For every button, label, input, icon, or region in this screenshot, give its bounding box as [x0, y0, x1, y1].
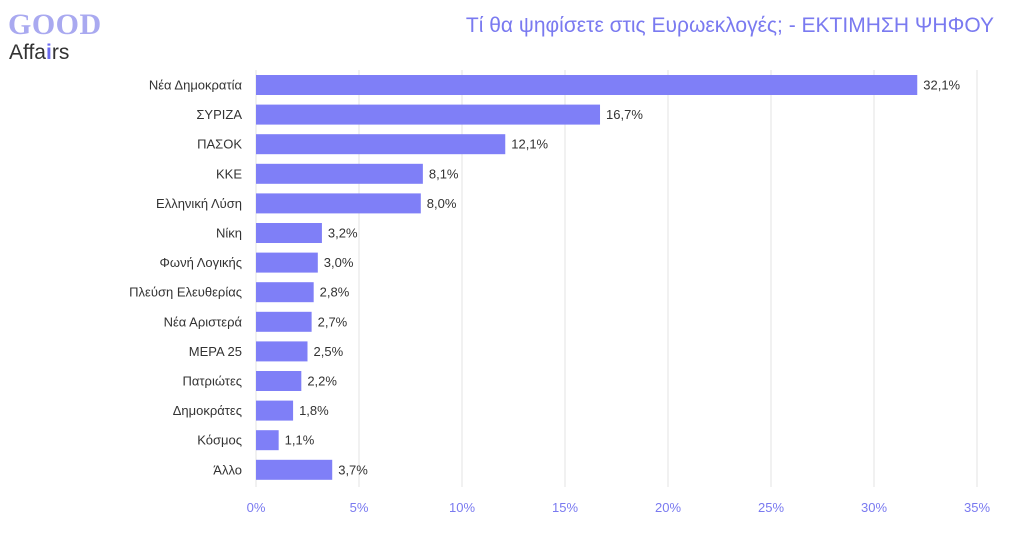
category-label-5: Νίκη [216, 226, 242, 241]
x-tick-label-1: 5% [350, 500, 369, 515]
x-tick-label-6: 30% [861, 500, 887, 515]
logo-affairs-part-a: Affa [9, 41, 46, 64]
value-label-9: 2,5% [314, 344, 344, 359]
bar-4 [256, 193, 421, 214]
bar-6 [256, 252, 318, 273]
value-labels: 32,1% 16,7% 12,1% 8,1% 8,0% 3,2% 3,0% 2,8% 2,7% 2… [285, 78, 961, 478]
bar-12 [256, 430, 279, 451]
category-label-8: Νέα Αριστερά [164, 314, 243, 329]
value-label-5: 3,2% [328, 226, 358, 241]
value-label-1: 16,7% [606, 107, 643, 122]
category-label-7: Πλεύση Ελευθερίας [129, 285, 242, 300]
value-label-8: 2,7% [318, 314, 348, 329]
category-label-9: ΜΕΡΑ 25 [189, 344, 242, 359]
bar-9 [256, 341, 308, 362]
bar-2 [256, 134, 506, 155]
value-label-4: 8,0% [427, 196, 457, 211]
bars [256, 75, 918, 480]
x-tick-label-4: 20% [655, 500, 681, 515]
x-tick-label-2: 10% [449, 500, 475, 515]
bar-5 [256, 223, 322, 243]
bar-7 [256, 282, 314, 303]
logo-affairs-part-i: i [45, 41, 52, 64]
logo-affairs-text: Affairs [9, 42, 102, 64]
value-label-7: 2,8% [320, 285, 350, 300]
logo-good-text: GOOD [8, 8, 102, 41]
category-label-12: Κόσμος [197, 433, 242, 448]
x-tick-label-7: 35% [964, 500, 990, 515]
category-labels: Νέα Δημοκρατία ΣΥΡΙΖΑ ΠΑΣΟΚ ΚΚΕ Ελληνική Λύσ… [129, 78, 242, 478]
value-label-3: 8,1% [429, 166, 459, 181]
x-tick-label-0: 0% [247, 500, 266, 515]
bar-10 [256, 371, 302, 391]
value-label-10: 2,2% [307, 374, 337, 389]
value-label-11: 1,8% [299, 403, 329, 418]
chart-title: Τί θα ψηφίσετε στις Ευρωεκλογές; - ΕΚΤΙΜ… [465, 14, 994, 37]
category-label-1: ΣΥΡΙΖΑ [196, 107, 242, 122]
category-label-2: ΠΑΣΟΚ [197, 137, 242, 152]
value-label-13: 3,7% [338, 462, 368, 477]
category-label-0: Νέα Δημοκρατία [149, 78, 243, 93]
x-tick-label-3: 15% [552, 500, 578, 515]
category-label-10: Πατριώτες [183, 374, 242, 389]
bar-13 [256, 459, 333, 480]
category-label-6: Φωνή Λογικής [160, 255, 242, 270]
value-label-6: 3,0% [324, 255, 354, 270]
bar-3 [256, 163, 423, 184]
x-tick-labels: 0% 5% 10% 15% 20% 25% 30% 35% [247, 500, 991, 515]
logo-affairs-part-b: rs [51, 41, 70, 64]
bar-8 [256, 311, 312, 332]
bar-0 [256, 75, 918, 95]
x-tick-label-5: 25% [758, 500, 784, 515]
category-label-4: Ελληνική Λύση [156, 196, 242, 211]
bar-1 [256, 104, 601, 125]
category-label-3: ΚΚΕ [216, 166, 242, 181]
bar-11 [256, 400, 294, 421]
value-label-2: 12,1% [511, 137, 548, 152]
value-label-12: 1,1% [285, 433, 315, 448]
grid-lines [255, 70, 978, 487]
category-label-13: Άλλο [213, 462, 242, 477]
brand-logo: GOOD Affairs [8, 10, 102, 64]
value-label-0: 32,1% [923, 78, 960, 93]
category-label-11: Δημοκράτες [173, 403, 242, 418]
